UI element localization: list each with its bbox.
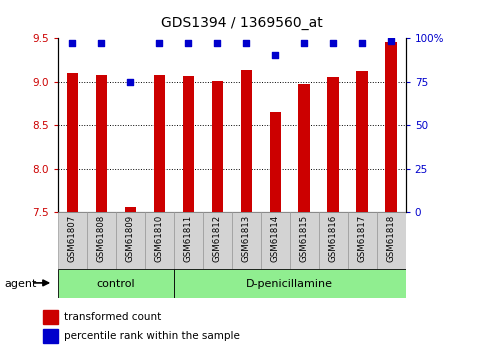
Text: GSM61809: GSM61809	[126, 215, 135, 262]
Bar	[319, 212, 348, 269]
Bar	[154, 75, 165, 212]
Bar	[174, 269, 406, 298]
Bar	[270, 112, 281, 212]
Bar	[377, 212, 406, 269]
Point	[213, 40, 221, 46]
Bar	[348, 212, 377, 269]
Bar	[327, 77, 339, 212]
Point	[329, 40, 337, 46]
Text: control: control	[97, 279, 135, 289]
Bar	[87, 212, 116, 269]
Text: GSM61818: GSM61818	[387, 215, 396, 262]
Bar	[232, 212, 261, 269]
Text: GSM61811: GSM61811	[184, 215, 193, 262]
Bar	[385, 42, 397, 212]
Text: GSM61817: GSM61817	[358, 215, 367, 262]
Bar	[203, 212, 232, 269]
Text: GSM61810: GSM61810	[155, 215, 164, 262]
Text: GSM61815: GSM61815	[300, 215, 309, 262]
Text: percentile rank within the sample: percentile rank within the sample	[64, 331, 240, 341]
Bar	[298, 84, 310, 212]
Bar	[43, 310, 58, 324]
Text: GSM61816: GSM61816	[329, 215, 338, 262]
Point	[127, 79, 134, 84]
Point	[242, 40, 250, 46]
Point	[271, 52, 279, 58]
Point	[69, 40, 76, 46]
Point	[358, 40, 366, 46]
Text: GSM61814: GSM61814	[271, 215, 280, 262]
Bar	[356, 71, 368, 212]
Bar	[290, 212, 319, 269]
Point	[185, 40, 192, 46]
Text: GSM61807: GSM61807	[68, 215, 77, 262]
Bar	[145, 212, 174, 269]
Point	[98, 40, 105, 46]
Bar	[174, 212, 203, 269]
Bar	[58, 269, 174, 298]
Bar	[241, 70, 252, 212]
Bar	[183, 76, 194, 212]
Text: agent: agent	[5, 279, 37, 288]
Bar	[58, 212, 87, 269]
Bar	[261, 212, 290, 269]
Point	[300, 40, 308, 46]
Text: GSM61813: GSM61813	[242, 215, 251, 262]
Point	[387, 39, 395, 44]
Text: transformed count: transformed count	[64, 312, 161, 322]
Point	[156, 40, 163, 46]
Bar	[96, 76, 107, 212]
Bar	[43, 329, 58, 343]
Text: D-penicillamine: D-penicillamine	[246, 279, 333, 289]
Bar	[67, 73, 78, 212]
Text: GDS1394 / 1369560_at: GDS1394 / 1369560_at	[161, 16, 322, 30]
Text: GSM61808: GSM61808	[97, 215, 106, 262]
Bar	[125, 207, 136, 212]
Text: GSM61812: GSM61812	[213, 215, 222, 262]
Bar	[116, 212, 145, 269]
Bar	[212, 81, 223, 212]
